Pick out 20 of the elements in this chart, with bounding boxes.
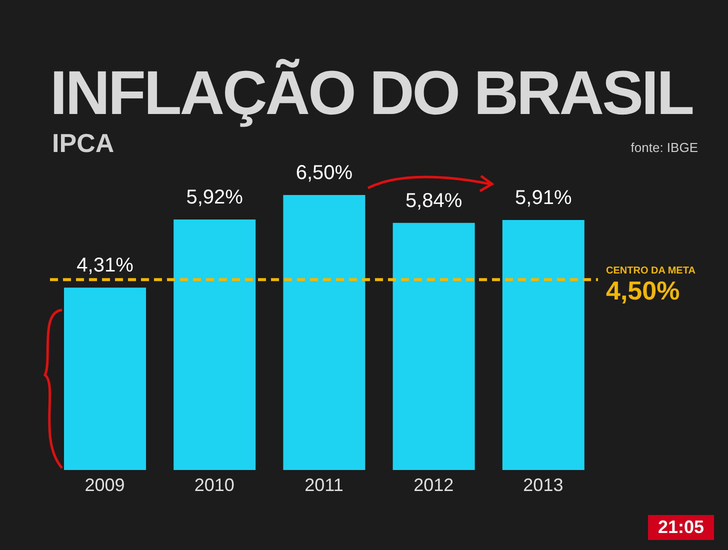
data-label: 5,84% [405, 190, 462, 212]
bar [64, 288, 146, 470]
source-note: fonte: IBGE [630, 140, 698, 155]
data-label: 5,92% [186, 186, 244, 209]
bar [392, 222, 475, 470]
x-tick-label: 2009 [84, 474, 125, 495]
chart-title: INFLAÇÃO DO BRASIL [50, 58, 693, 129]
text: 21:05 [648, 515, 714, 540]
data-label: 5,91% [515, 186, 572, 209]
x-tick-label: 2011 [304, 474, 344, 495]
data-label: 4,31% [76, 254, 134, 277]
bar [502, 220, 584, 470]
chart-subtitle: IPCA [52, 128, 114, 159]
ref-line-label: CENTRO DA META 4,50% [606, 266, 696, 306]
data-label: 6,50% [296, 162, 353, 184]
x-tick-label: 2010 [194, 474, 234, 495]
bar [283, 195, 366, 470]
x-tick-label: 2012 [414, 474, 454, 495]
x-tick-label: 2013 [523, 474, 564, 495]
bar [174, 220, 256, 470]
